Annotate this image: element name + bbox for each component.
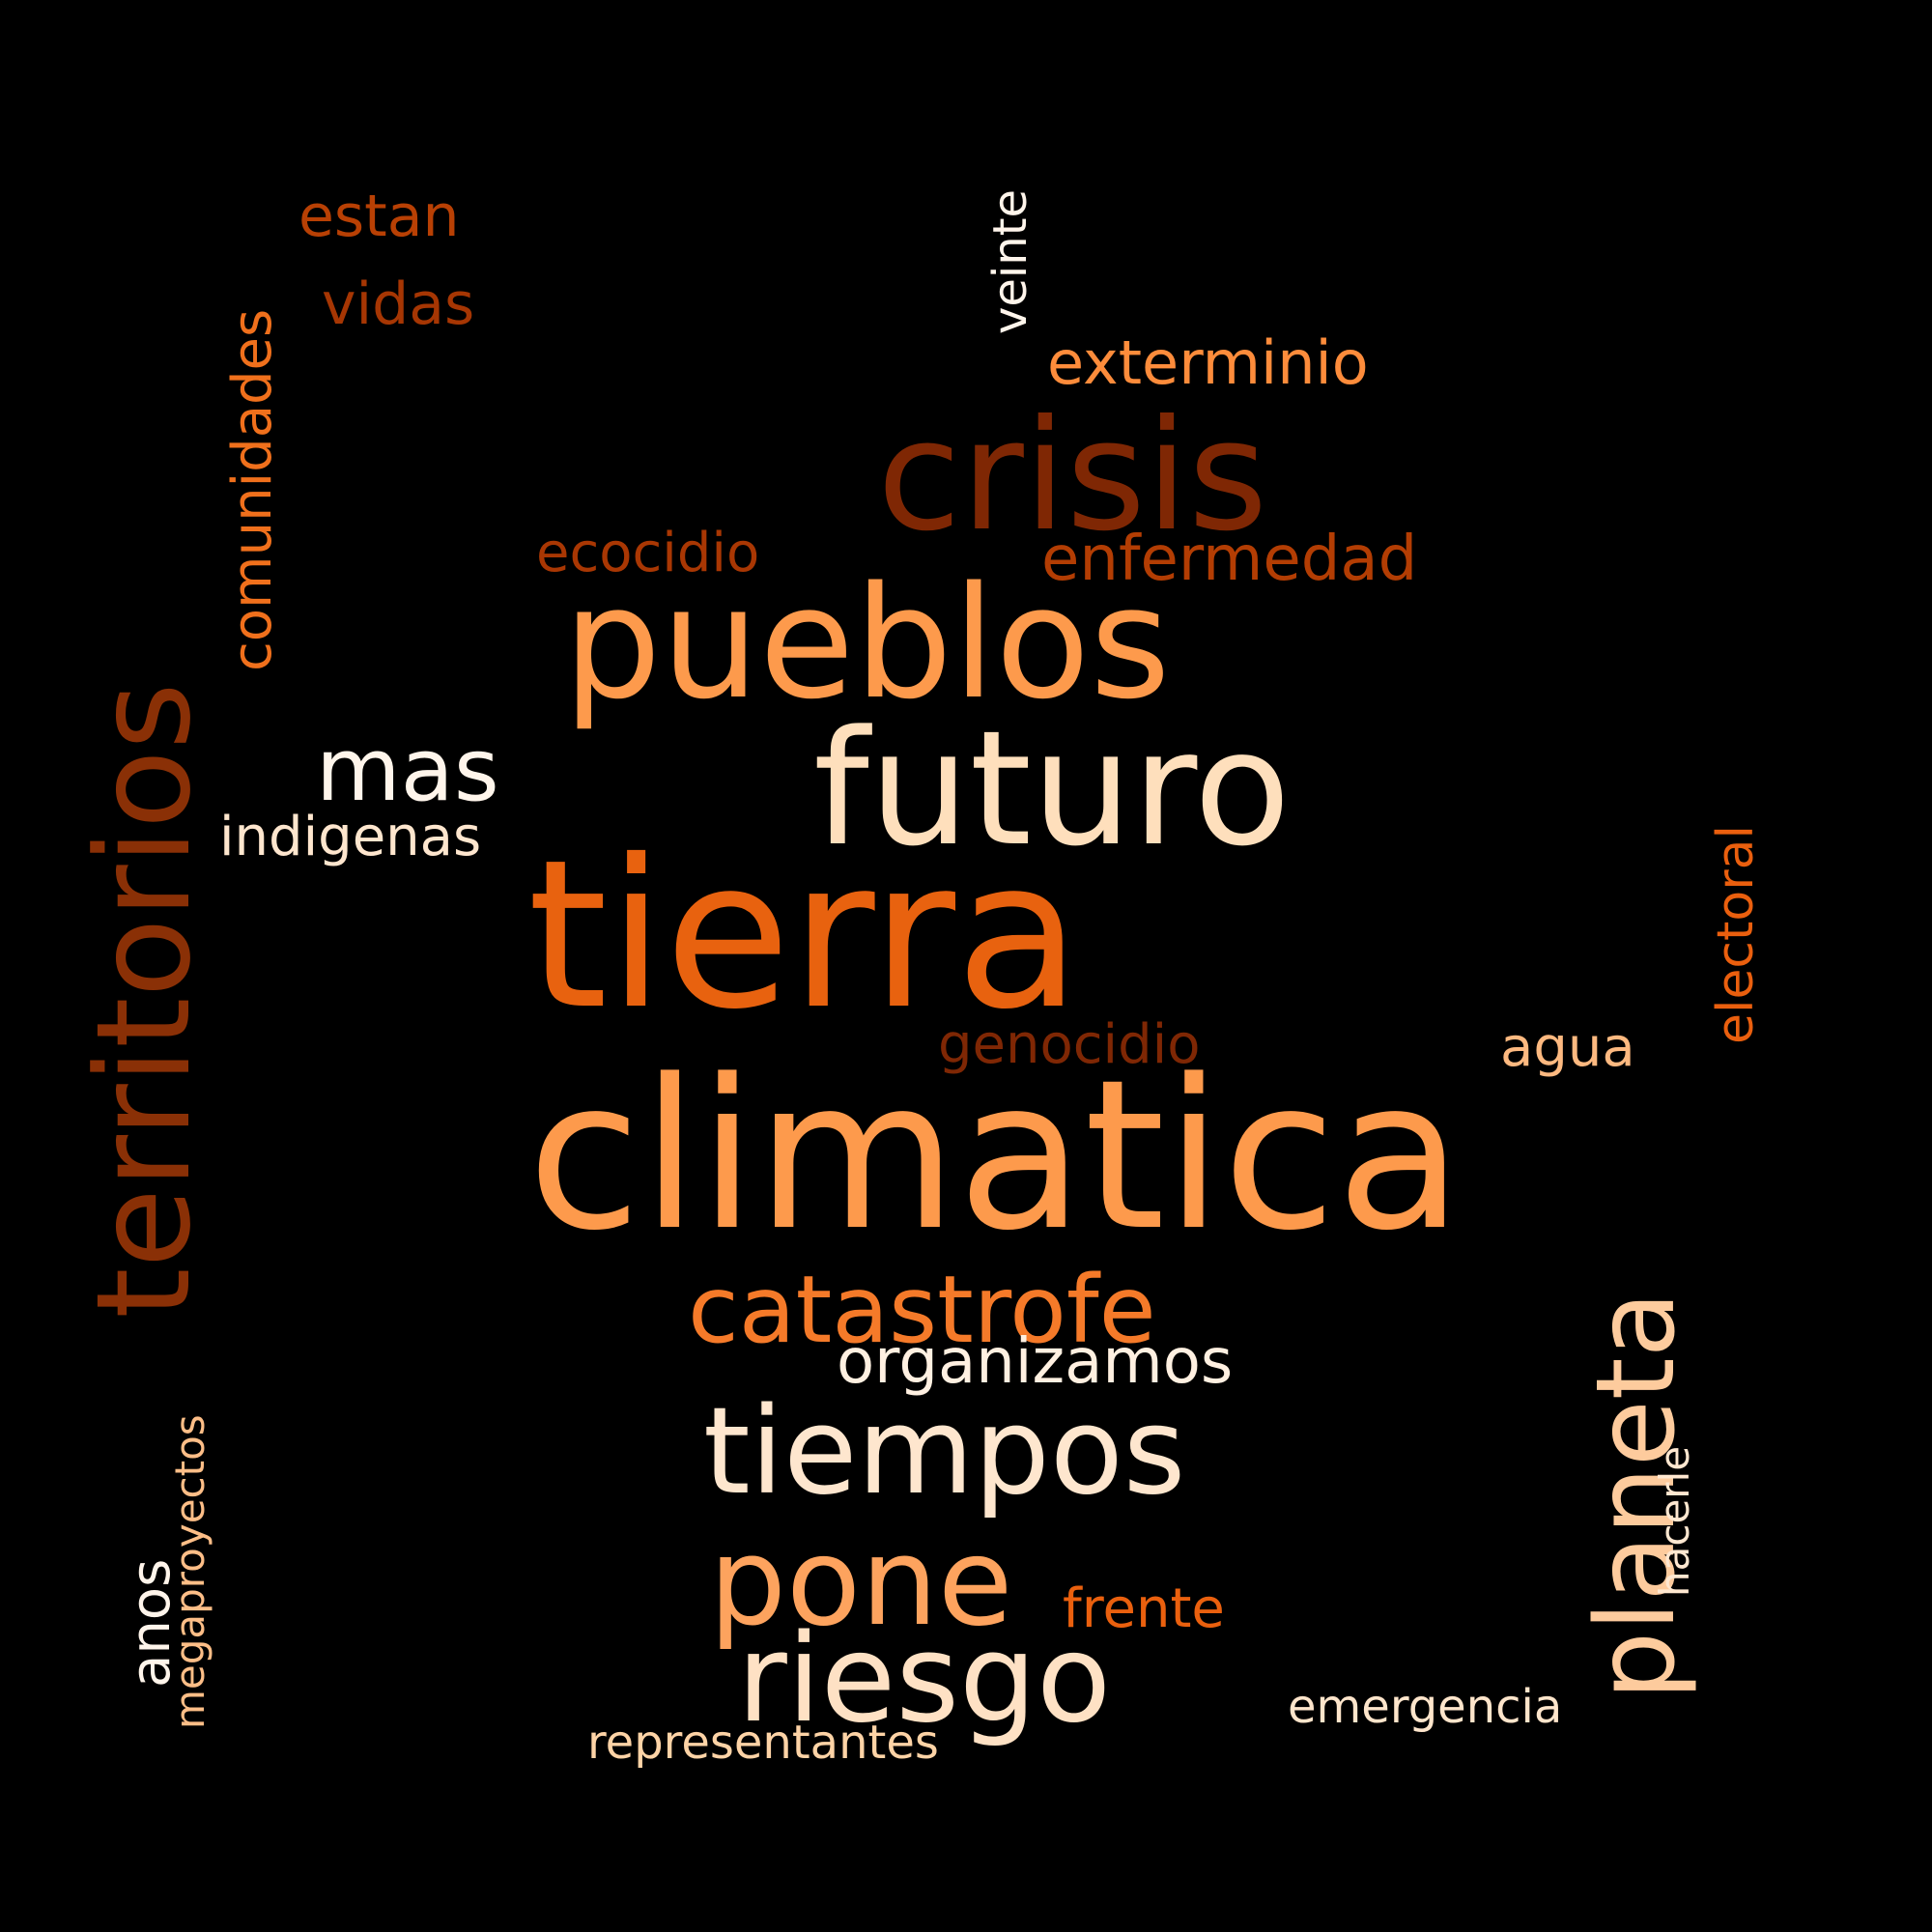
word-tiempos: tiempos bbox=[703, 1382, 1186, 1521]
word-indigenas: indigenas bbox=[219, 806, 482, 868]
word-futuro: futuro bbox=[813, 696, 1292, 881]
word-electoral: electoral bbox=[1707, 825, 1765, 1044]
word-comunidades: comunidades bbox=[221, 308, 284, 671]
word-mas: mas bbox=[316, 720, 499, 821]
word-territorios: territorios bbox=[69, 682, 219, 1319]
word-enfermedad: enfermedad bbox=[1041, 524, 1418, 595]
word-representantes: representantes bbox=[587, 1716, 939, 1770]
word-emergencia: emergencia bbox=[1288, 1680, 1563, 1734]
word-ecocidio: ecocidio bbox=[536, 522, 760, 584]
word-genocidio: genocidio bbox=[938, 1013, 1201, 1076]
word-tierra: tierra bbox=[527, 815, 1081, 1054]
word-climatica: climatica bbox=[527, 1036, 1463, 1276]
word-pone: pone bbox=[709, 1511, 1013, 1653]
word-hacerle: hacerle bbox=[1651, 1445, 1698, 1597]
word-megaproyectos: megaproyectos bbox=[166, 1414, 213, 1729]
word-crisis: crisis bbox=[877, 387, 1268, 565]
word-veinte: veinte bbox=[983, 188, 1037, 334]
word-vidas: vidas bbox=[322, 270, 475, 338]
word-pueblos: pueblos bbox=[563, 553, 1171, 733]
word-frente: frente bbox=[1063, 1577, 1225, 1640]
word-catastrofe: catastrofe bbox=[688, 1256, 1156, 1364]
word-organizamos: organizamos bbox=[837, 1326, 1234, 1398]
word-estan: estan bbox=[298, 183, 460, 250]
word-exterminio: exterminio bbox=[1047, 327, 1369, 398]
word-riesgo: riesgo bbox=[737, 1607, 1112, 1749]
word-agua: agua bbox=[1500, 1016, 1635, 1079]
